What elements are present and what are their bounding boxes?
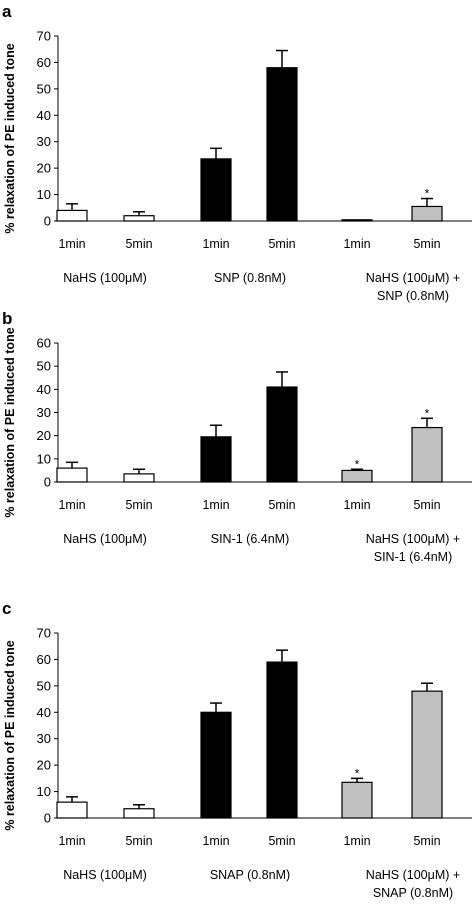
x-tick-label: 5min	[268, 834, 295, 848]
bar	[56, 467, 88, 483]
x-tick-label: 5min	[125, 834, 152, 848]
group-label: SNAP (0.8nM)	[373, 886, 453, 900]
group-label: SNP (0.8nM)	[377, 289, 449, 303]
x-tick-label: 1min	[343, 834, 370, 848]
chart-panel-c: c % relaxation of PE induced tone 0 10 20 30 4…	[2, 599, 472, 900]
bar	[123, 808, 155, 819]
y-tick-label: 70	[37, 29, 51, 44]
y-tick-label: 0	[44, 214, 51, 229]
x-tick-label: 1min	[343, 498, 370, 512]
y-tick-label: 50	[37, 359, 51, 374]
x-tick-label: 5min	[413, 237, 440, 251]
x-tick-label: 5min	[125, 498, 152, 512]
significance-marker: *	[425, 187, 430, 201]
x-tick-label: 1min	[202, 834, 229, 848]
y-tick-label: 0	[44, 811, 51, 826]
y-tick-label: 30	[37, 405, 51, 420]
y-axis-label: % relaxation of PE induced tone	[3, 43, 17, 233]
group-label: NaHS (100μM)	[63, 868, 147, 882]
bar	[341, 469, 373, 483]
x-tick-label: 1min	[58, 237, 85, 251]
y-tick-label: 20	[37, 428, 51, 443]
bar	[266, 661, 298, 819]
significance-marker: *	[355, 457, 360, 471]
y-tick-label: 40	[37, 108, 51, 123]
x-tick-label: 1min	[202, 498, 229, 512]
y-tick-label: 40	[37, 382, 51, 397]
x-tick-label: 5min	[413, 498, 440, 512]
y-tick-label: 60	[37, 336, 51, 351]
y-tick-label: 70	[37, 626, 51, 641]
x-tick-label: 5min	[413, 834, 440, 848]
significance-marker: *	[425, 406, 430, 420]
y-tick-label: 20	[37, 758, 51, 773]
y-tick-label: 60	[37, 55, 51, 70]
y-axis-label: % relaxation of PE induced tone	[3, 640, 17, 830]
group-label: NaHS (100μM) +	[366, 868, 460, 882]
x-tick-label: 1min	[343, 237, 370, 251]
bar	[200, 436, 232, 483]
y-tick-label: 30	[37, 731, 51, 746]
x-tick-label: 1min	[58, 498, 85, 512]
x-tick-label: 5min	[268, 237, 295, 251]
y-tick-label: 30	[37, 134, 51, 149]
group-label: SIN-1 (6.4nM)	[374, 550, 453, 564]
x-tick-label: 5min	[125, 237, 152, 251]
panel-label: b	[2, 309, 12, 328]
y-tick-label: 40	[37, 705, 51, 720]
bar	[200, 711, 232, 819]
y-tick-label: 50	[37, 678, 51, 693]
y-tick-label: 10	[37, 187, 51, 202]
group-label: NaHS (100μM) +	[366, 271, 460, 285]
panel-label: c	[2, 599, 11, 618]
x-tick-label: 1min	[58, 834, 85, 848]
group-label: SIN-1 (6.4nM)	[211, 532, 290, 546]
group-label: NaHS (100μM)	[63, 271, 147, 285]
y-tick-label: 10	[37, 784, 51, 799]
bar	[341, 219, 373, 222]
chart-panel-b: b% relaxation of PE induced tone 0 10 20 30 4…	[2, 309, 472, 564]
y-tick-label: 50	[37, 81, 51, 96]
group-label: SNAP (0.8nM)	[210, 868, 290, 882]
x-tick-label: 5min	[268, 498, 295, 512]
y-axis-label: % relaxation of PE induced tone	[3, 327, 17, 517]
group-label: SNP (0.8nM)	[214, 271, 286, 285]
bar	[123, 215, 155, 222]
bar	[56, 209, 88, 222]
group-label: NaHS (100μM) +	[366, 532, 460, 546]
panel-label: a	[2, 2, 12, 21]
bar	[56, 801, 88, 819]
x-tick-label: 1min	[202, 237, 229, 251]
chart-panel-a: a % relaxation of PE induced tone 0 10 20 30 4…	[2, 2, 472, 303]
group-label: NaHS (100μM)	[63, 532, 147, 546]
y-tick-label: 10	[37, 451, 51, 466]
y-tick-label: 20	[37, 161, 51, 176]
bar	[266, 67, 298, 222]
y-tick-label: 60	[37, 652, 51, 667]
bar	[266, 386, 298, 483]
bar	[123, 473, 155, 483]
y-tick-label: 0	[44, 475, 51, 490]
bar	[200, 158, 232, 222]
bar	[411, 205, 443, 222]
bar	[411, 426, 443, 483]
bar	[341, 781, 373, 819]
bar	[411, 690, 443, 819]
significance-marker: *	[355, 766, 360, 780]
